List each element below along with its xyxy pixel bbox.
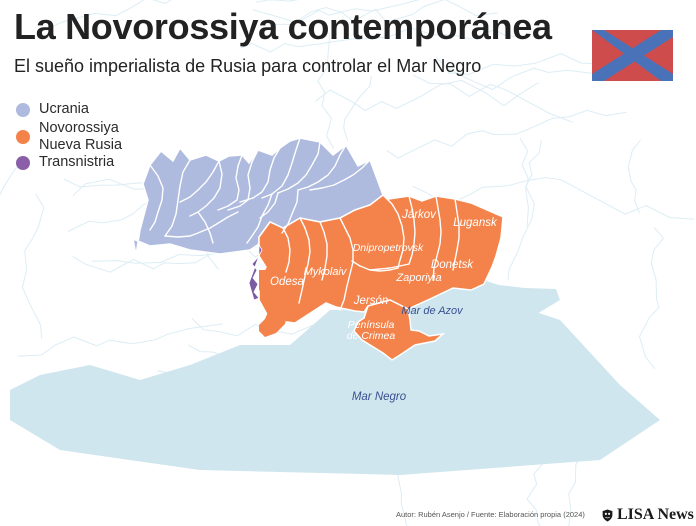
svg-text:Zaporiyia: Zaporiyia [395,272,441,284]
svg-text:de Crimea: de Crimea [347,330,396,342]
svg-text:Járkov: Járkov [401,209,437,221]
svg-text:Mykolaiv: Mykolaiv [304,266,348,278]
svg-text:Mar Negro: Mar Negro [352,391,407,403]
svg-text:Dnipropetrovsk: Dnipropetrovsk [353,242,424,254]
svg-text:Odesa: Odesa [270,276,304,288]
svg-text:Lugansk: Lugansk [453,217,498,229]
svg-text:Jersón: Jersón [353,295,389,307]
svg-text:Mar de Azov: Mar de Azov [401,305,464,317]
svg-text:Donetsk: Donetsk [431,259,474,271]
